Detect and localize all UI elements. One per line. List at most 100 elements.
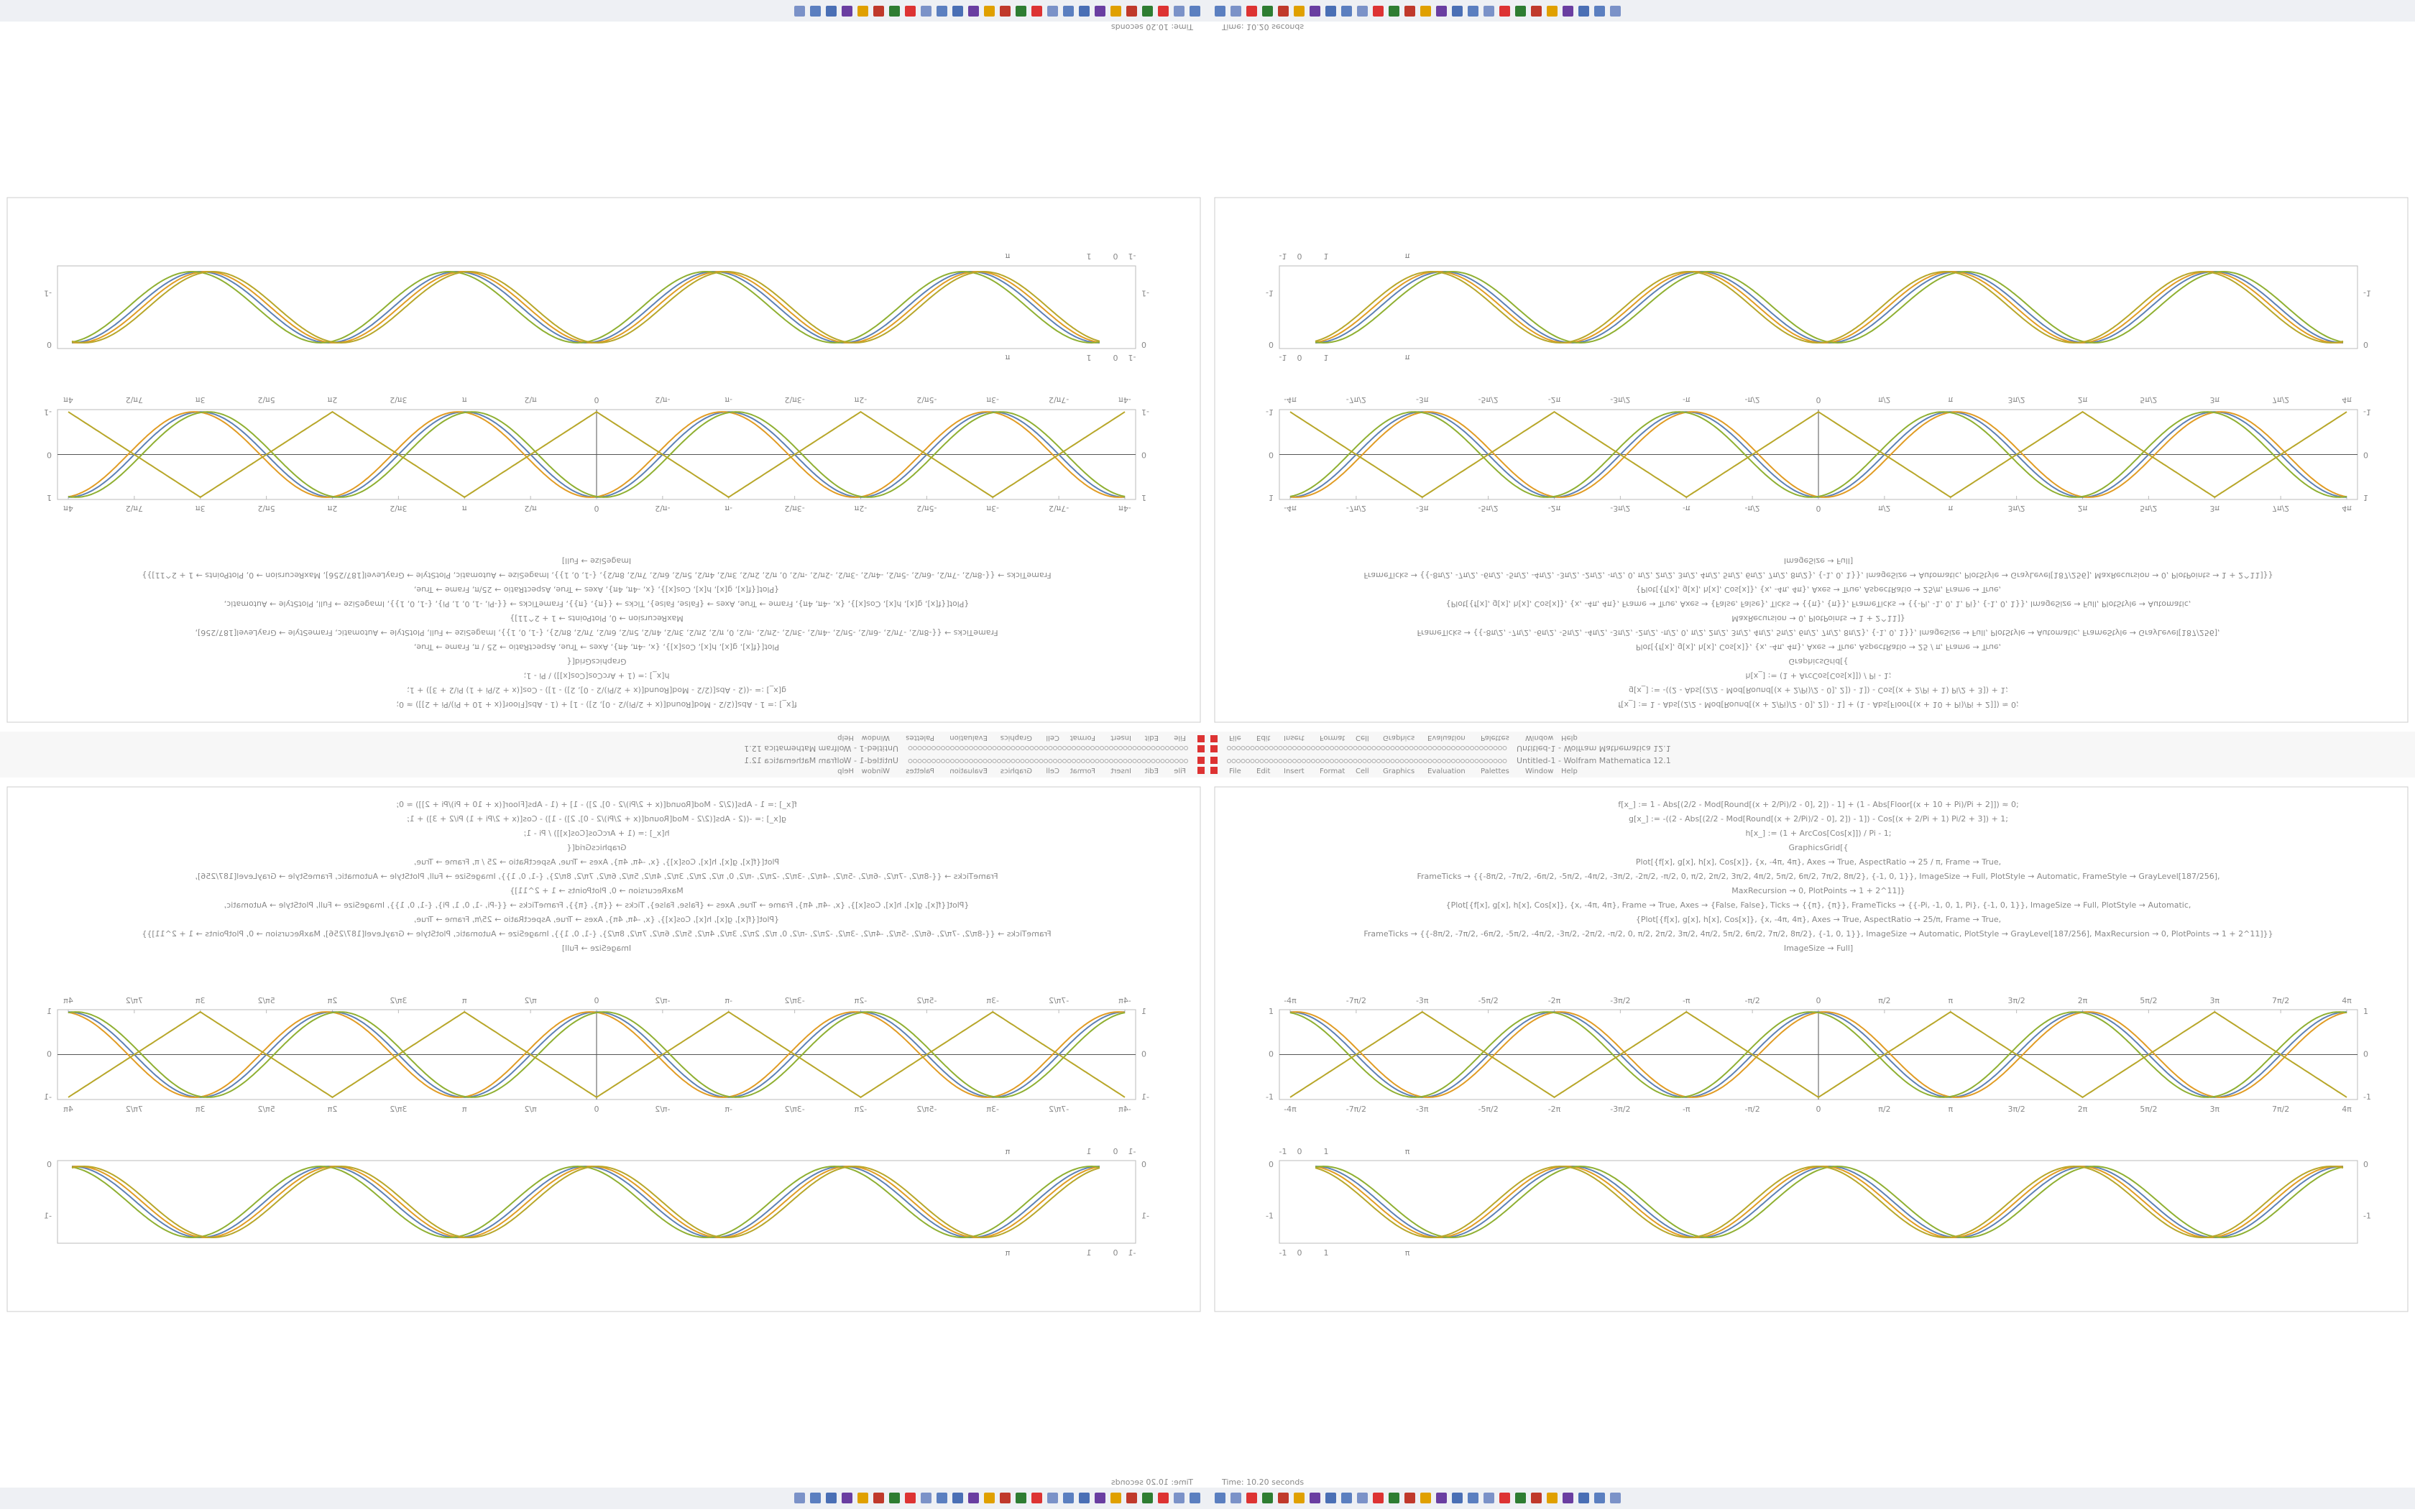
taskbar-icon[interactable] bbox=[1468, 6, 1478, 17]
menu-item[interactable]: Graphics bbox=[1383, 767, 1414, 775]
taskbar-icon[interactable] bbox=[1215, 1493, 1225, 1503]
taskbar-icon[interactable] bbox=[1126, 1493, 1137, 1503]
taskbar-icon[interactable] bbox=[952, 6, 963, 17]
taskbar-icon[interactable] bbox=[1230, 1493, 1241, 1503]
menu-item[interactable]: Edit bbox=[1145, 734, 1159, 742]
menu-item[interactable]: Help bbox=[1561, 767, 1578, 775]
taskbar-icon[interactable] bbox=[1468, 1493, 1478, 1503]
menu-item[interactable]: Evaluation bbox=[949, 734, 988, 742]
taskbar-icon[interactable] bbox=[1373, 6, 1384, 17]
taskbar-icon[interactable] bbox=[1079, 6, 1090, 17]
taskbar-icon[interactable] bbox=[1420, 1493, 1431, 1503]
taskbar-icon[interactable] bbox=[1357, 6, 1368, 17]
taskbar-icon[interactable] bbox=[1126, 6, 1137, 17]
menu-item[interactable]: Edit bbox=[1256, 734, 1270, 742]
taskbar-icon[interactable] bbox=[1063, 6, 1074, 17]
taskbar-icon[interactable] bbox=[1230, 6, 1241, 17]
taskbar-icon[interactable] bbox=[1278, 6, 1289, 17]
taskbar-icon[interactable] bbox=[1389, 1493, 1399, 1503]
menu-item[interactable]: Evaluation bbox=[1427, 767, 1466, 775]
taskbar-icon[interactable] bbox=[873, 6, 884, 17]
menu-item[interactable]: Insert bbox=[1284, 734, 1305, 742]
taskbar-icon[interactable] bbox=[1047, 6, 1058, 17]
taskbar-icon[interactable] bbox=[1499, 1493, 1510, 1503]
menu-item[interactable]: Insert bbox=[1110, 767, 1131, 775]
taskbar-icon[interactable] bbox=[952, 1493, 963, 1503]
menu-item[interactable]: Evaluation bbox=[949, 767, 988, 775]
taskbar-icon[interactable] bbox=[1063, 1493, 1074, 1503]
taskbar-icon[interactable] bbox=[842, 1493, 852, 1503]
taskbar-icon[interactable] bbox=[1190, 1493, 1200, 1503]
taskbar-icon[interactable] bbox=[1016, 1493, 1026, 1503]
taskbar-icon[interactable] bbox=[1420, 6, 1431, 17]
taskbar-icon[interactable] bbox=[1310, 1493, 1320, 1503]
taskbar-icon[interactable] bbox=[921, 1493, 932, 1503]
taskbar-icon[interactable] bbox=[1310, 6, 1320, 17]
taskbar-icon[interactable] bbox=[1515, 1493, 1526, 1503]
menu-item[interactable]: Graphics bbox=[1000, 767, 1032, 775]
menu-item[interactable]: File bbox=[1174, 734, 1186, 742]
menu-item[interactable]: Palettes bbox=[906, 734, 934, 742]
taskbar-icon[interactable] bbox=[1404, 1493, 1415, 1503]
taskbar-icon[interactable] bbox=[1110, 6, 1121, 17]
menu-item[interactable]: File bbox=[1229, 734, 1241, 742]
menu-item[interactable]: Insert bbox=[1284, 767, 1305, 775]
taskbar-icon[interactable] bbox=[810, 1493, 821, 1503]
taskbar-icon[interactable] bbox=[1563, 6, 1573, 17]
taskbar-icon[interactable] bbox=[1016, 6, 1026, 17]
taskbar-icon[interactable] bbox=[1031, 6, 1042, 17]
taskbar-icon[interactable] bbox=[984, 6, 995, 17]
taskbar-icon[interactable] bbox=[810, 6, 821, 17]
taskbar-icon[interactable] bbox=[1499, 6, 1510, 17]
taskbar-icon[interactable] bbox=[1578, 6, 1589, 17]
taskbar-icon[interactable] bbox=[1325, 6, 1336, 17]
menu-item[interactable]: Window bbox=[1525, 767, 1553, 775]
menu-item[interactable]: Cell bbox=[1356, 767, 1369, 775]
taskbar-icon[interactable] bbox=[1531, 6, 1542, 17]
menu-item[interactable]: Edit bbox=[1256, 767, 1270, 775]
taskbar-icon[interactable] bbox=[1110, 1493, 1121, 1503]
taskbar-icon[interactable] bbox=[1095, 1493, 1105, 1503]
taskbar-icon[interactable] bbox=[1404, 6, 1415, 17]
taskbar-icon[interactable] bbox=[794, 1493, 805, 1503]
taskbar-icon[interactable] bbox=[1341, 6, 1352, 17]
taskbar-icon[interactable] bbox=[1190, 6, 1200, 17]
menu-item[interactable]: Graphics bbox=[1383, 734, 1414, 742]
taskbar-icon[interactable] bbox=[1000, 1493, 1011, 1503]
taskbar-icon[interactable] bbox=[1095, 6, 1105, 17]
taskbar-icon[interactable] bbox=[937, 6, 947, 17]
taskbar-icon[interactable] bbox=[905, 1493, 916, 1503]
taskbar-icon[interactable] bbox=[1246, 1493, 1257, 1503]
taskbar-icon[interactable] bbox=[1000, 6, 1011, 17]
menu-item[interactable]: Cell bbox=[1046, 767, 1059, 775]
taskbar-icon[interactable] bbox=[937, 1493, 947, 1503]
taskbar-icon[interactable] bbox=[1174, 1493, 1184, 1503]
taskbar-icon[interactable] bbox=[1246, 6, 1257, 17]
taskbar-icon[interactable] bbox=[1531, 1493, 1542, 1503]
taskbar-icon[interactable] bbox=[1278, 1493, 1289, 1503]
taskbar-icon[interactable] bbox=[1389, 6, 1399, 17]
taskbar-icon[interactable] bbox=[794, 6, 805, 17]
taskbar-icon[interactable] bbox=[1262, 1493, 1273, 1503]
menu-item[interactable]: Format bbox=[1320, 734, 1345, 742]
taskbar-icon[interactable] bbox=[1610, 1493, 1621, 1503]
taskbar-icon[interactable] bbox=[1047, 1493, 1058, 1503]
taskbar-icon[interactable] bbox=[1079, 1493, 1090, 1503]
menu-item[interactable]: Window bbox=[862, 767, 890, 775]
taskbar-icon[interactable] bbox=[1325, 1493, 1336, 1503]
menu-item[interactable]: Window bbox=[1525, 734, 1553, 742]
taskbar-icon[interactable] bbox=[1294, 1493, 1305, 1503]
taskbar-icon[interactable] bbox=[1563, 1493, 1573, 1503]
menu-item[interactable]: Format bbox=[1070, 767, 1095, 775]
taskbar-icon[interactable] bbox=[1294, 6, 1305, 17]
taskbar-icon[interactable] bbox=[1452, 6, 1463, 17]
taskbar-icon[interactable] bbox=[1594, 6, 1605, 17]
taskbar-icon[interactable] bbox=[1547, 6, 1558, 17]
taskbar-icon[interactable] bbox=[857, 6, 868, 17]
taskbar-icon[interactable] bbox=[905, 6, 916, 17]
taskbar-icon[interactable] bbox=[842, 6, 852, 17]
menu-item[interactable]: Cell bbox=[1046, 734, 1059, 742]
menu-item[interactable]: Format bbox=[1070, 734, 1095, 742]
menu-item[interactable]: Help bbox=[837, 734, 854, 742]
taskbar-icon[interactable] bbox=[1215, 6, 1225, 17]
